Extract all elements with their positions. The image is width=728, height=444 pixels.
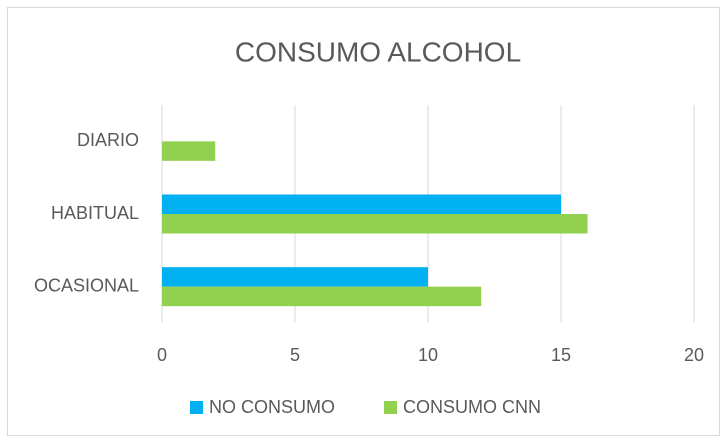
legend-swatch [384,401,397,414]
x-tick-label: 20 [684,345,704,365]
x-tick-label: 10 [418,345,438,365]
bar [162,286,482,307]
bar [162,194,561,214]
x-tick-label: 0 [157,345,167,365]
y-tick-label: DIARIO [77,130,139,150]
bar [162,267,428,287]
legend-label: CONSUMO CNN [403,397,541,417]
chart-title: CONSUMO ALCOHOL [235,36,521,67]
legend-swatch [190,401,203,414]
bar [162,214,588,234]
x-tick-label: 5 [290,345,300,365]
bar [162,141,216,161]
y-tick-label: HABITUAL [51,203,139,223]
y-tick-label: OCASIONAL [34,275,139,295]
x-tick-label: 15 [551,345,571,365]
legend-label: NO CONSUMO [209,397,335,417]
